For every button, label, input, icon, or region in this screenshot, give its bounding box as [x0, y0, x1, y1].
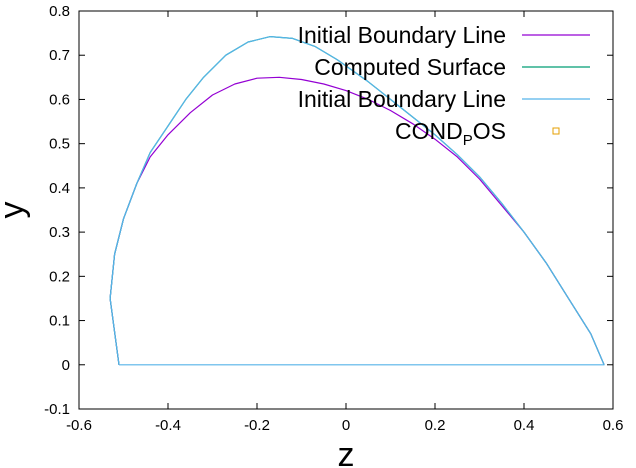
y-axis-label: y [0, 202, 31, 219]
legend-label-2: Computed Surface [314, 54, 506, 80]
x-axis-label: z [338, 436, 355, 468]
y-tick-label: 0.4 [49, 180, 70, 197]
legend-label-3: Initial Boundary Line [298, 86, 506, 112]
x-tick-label: -0.4 [155, 417, 181, 434]
x-tick-label: 0.2 [425, 417, 446, 434]
legend-label-1: Initial Boundary Line [298, 22, 506, 48]
x-tick-label: -0.2 [244, 417, 270, 434]
y-tick-label: 0.3 [49, 224, 70, 241]
series-layer [109, 35, 605, 366]
y-tick-label: 0.1 [49, 313, 70, 330]
y-tick-label: 0.5 [49, 136, 70, 153]
series-line-1 [109, 76, 605, 366]
y-tick-label: 0 [62, 357, 70, 374]
series-line-3 [109, 35, 605, 366]
legend-swatch-4 [552, 127, 560, 135]
y-tick-label: -0.1 [44, 401, 70, 418]
x-tick-label: 0 [342, 417, 350, 434]
y-tick-label: 0.8 [49, 3, 70, 20]
y-tick-label: 0.7 [49, 47, 70, 64]
x-tick-label: 0.4 [514, 417, 535, 434]
y-tick-label: 0.6 [49, 91, 70, 108]
legend-label-4: CONDPOS [395, 118, 506, 149]
x-tick-label: 0.6 [603, 417, 624, 434]
x-tick-label: -0.6 [66, 417, 92, 434]
tick-layer: -0.6 -0.4 -0.2 0 0.2 0.4 0.6 -0.1 0 0.1 0.2 0.3 0.4 0… [44, 3, 623, 434]
y-tick-label: 0.2 [49, 268, 70, 285]
legend: Initial Boundary Line Computed Surface Ini… [298, 22, 590, 149]
plot-frame [78, 10, 614, 410]
